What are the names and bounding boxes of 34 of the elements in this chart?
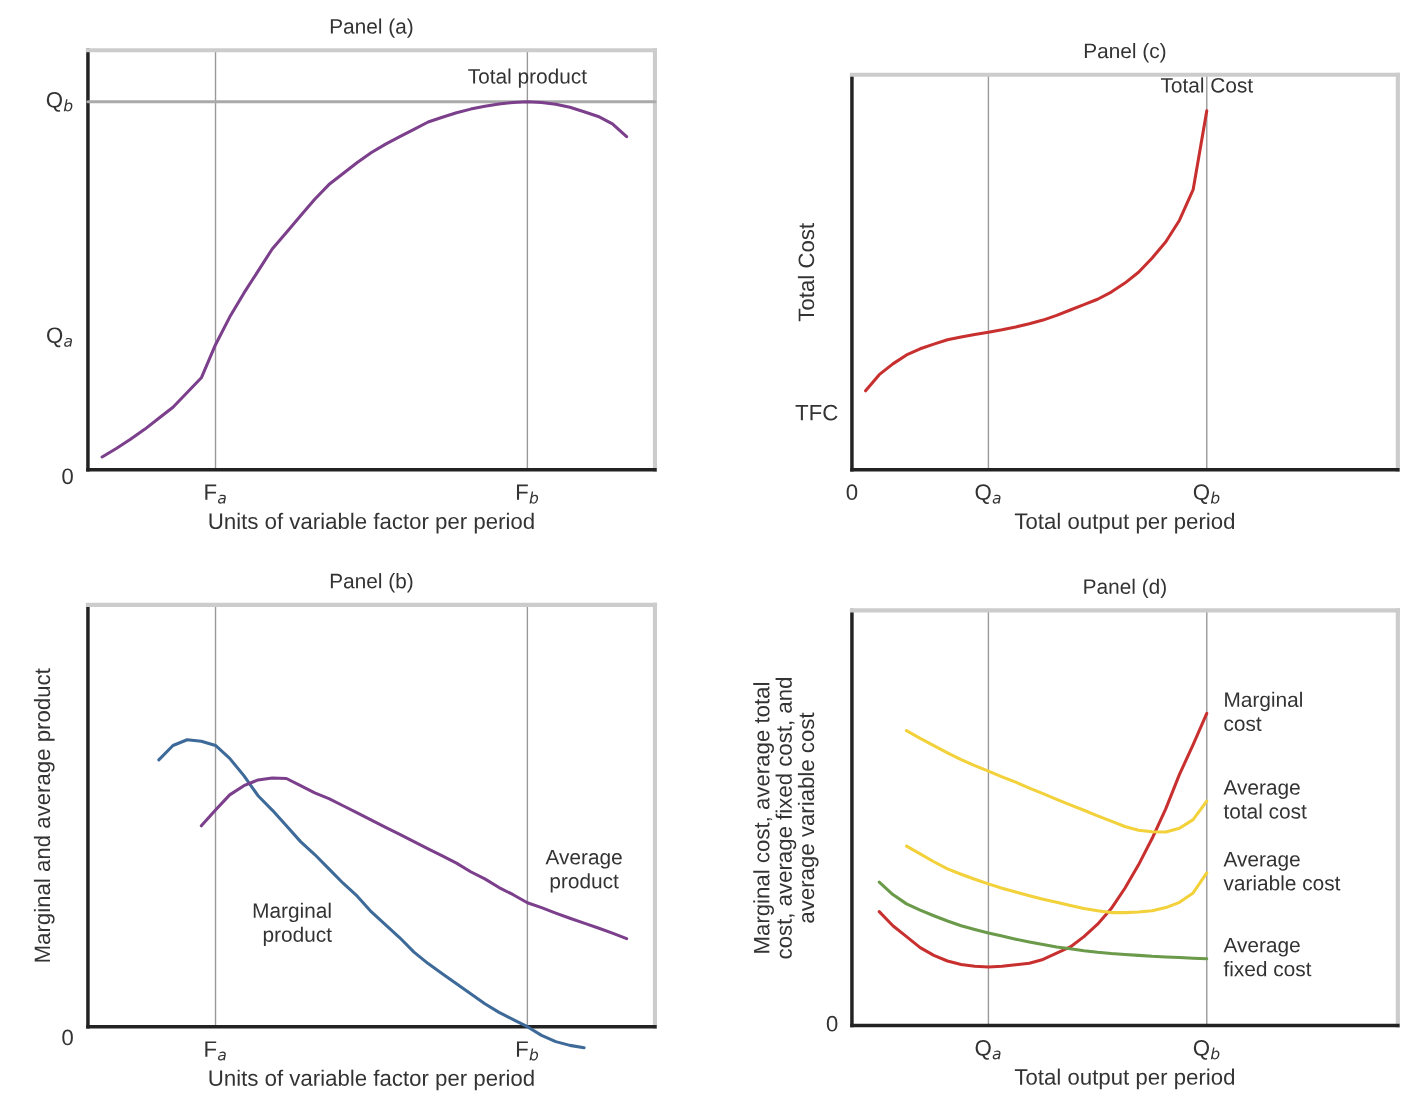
x-axis-title: Total output per period [1014,1068,1235,1090]
text: 0 [62,468,73,485]
y-axis-title: Marginal cost, average total cost, average fixed cost, and average variable cost [753,678,819,959]
series-label: Marginal cost [1224,691,1302,732]
chart-title: Panel (c) [1084,43,1166,63]
x-tick-label: Q$_{b}$ [1193,1040,1220,1060]
x-tick-label: Q$_{a}$ [975,1040,1001,1060]
text: 0 [826,1015,838,1032]
annotation: Total Cost [1160,77,1253,93]
x-tick-label: 0 [846,484,858,501]
series-label: Average variable cost [1223,852,1341,891]
chart-title: Panel (d) [1084,578,1166,599]
x-axis-title: Units of variable factor per period [209,512,534,534]
x-tick-label: Q$_{a}$ [975,484,1001,504]
y-axis-title: Total Cost [797,223,815,322]
text: 0 [62,1029,73,1046]
x-tick-label: F$_{a}$ [205,484,226,504]
x-tick-label: F$_{b}$ [516,1041,539,1061]
chart-title: Panel (b) [330,573,413,593]
x-tick-label: F$_{a}$ [205,1041,226,1061]
text: Q$_{b}$ [46,92,73,112]
series-label: Marginal product [253,902,332,947]
y-axis-title: Marginal and average product [33,668,55,962]
series-label: Average fixed cost [1223,937,1312,977]
x-axis-title: Units of variable factor per period [209,1069,534,1091]
text: TFC [795,404,838,421]
chart-title: Panel (a) [330,18,413,38]
series-label: Average total cost [1223,780,1307,819]
x-axis-title: Total output per period [1014,512,1235,534]
text: Q$_{a}$ [47,327,72,348]
x-tick-label: Q$_{b}$ [1193,484,1220,504]
series-label: Average product [545,849,622,893]
annotation: Total product [468,68,587,88]
x-tick-label: F$_{b}$ [516,484,539,504]
